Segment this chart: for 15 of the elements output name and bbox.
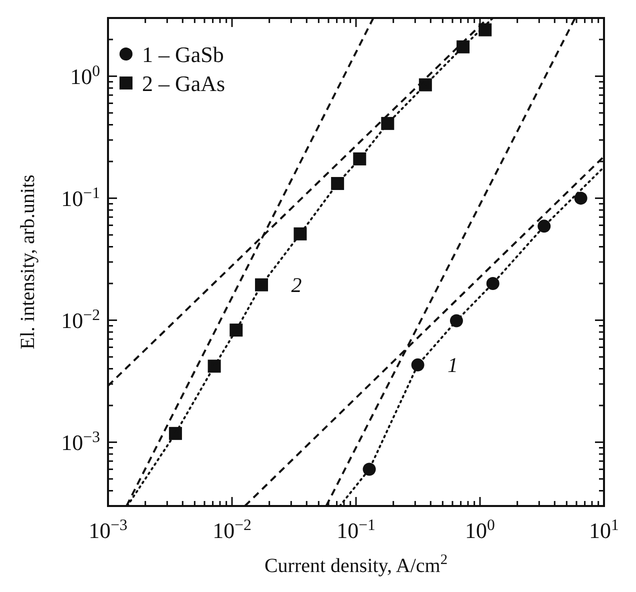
x-tick-label: 10$^{−1}$ [336,516,376,543]
x-tick-label: 10$^{1}$ [589,516,619,543]
y-tick-label: 10$^{0}$ [70,62,100,90]
y-axis-title: El. intensity, arb.units [17,174,39,350]
legend-label: 2 – GaAs [142,71,226,96]
y-tick-label: 10$^{−3}$ [61,428,100,456]
y-tick-label: 10$^{−1}$ [61,184,100,212]
legend-label: 1 – GaSb [142,42,224,67]
annotation: 1 [448,352,458,377]
x-axis-title: Current density, A/cm$^{2}$ [264,552,448,577]
x-tick-label: 10$^{−3}$ [88,516,128,543]
y-tick-label: 10$^{−2}$ [61,306,100,334]
x-tick-label: 10$^{−2}$ [212,516,252,543]
x-tick-label: 10$^{0}$ [465,516,496,543]
annotation: 2 [291,272,302,297]
